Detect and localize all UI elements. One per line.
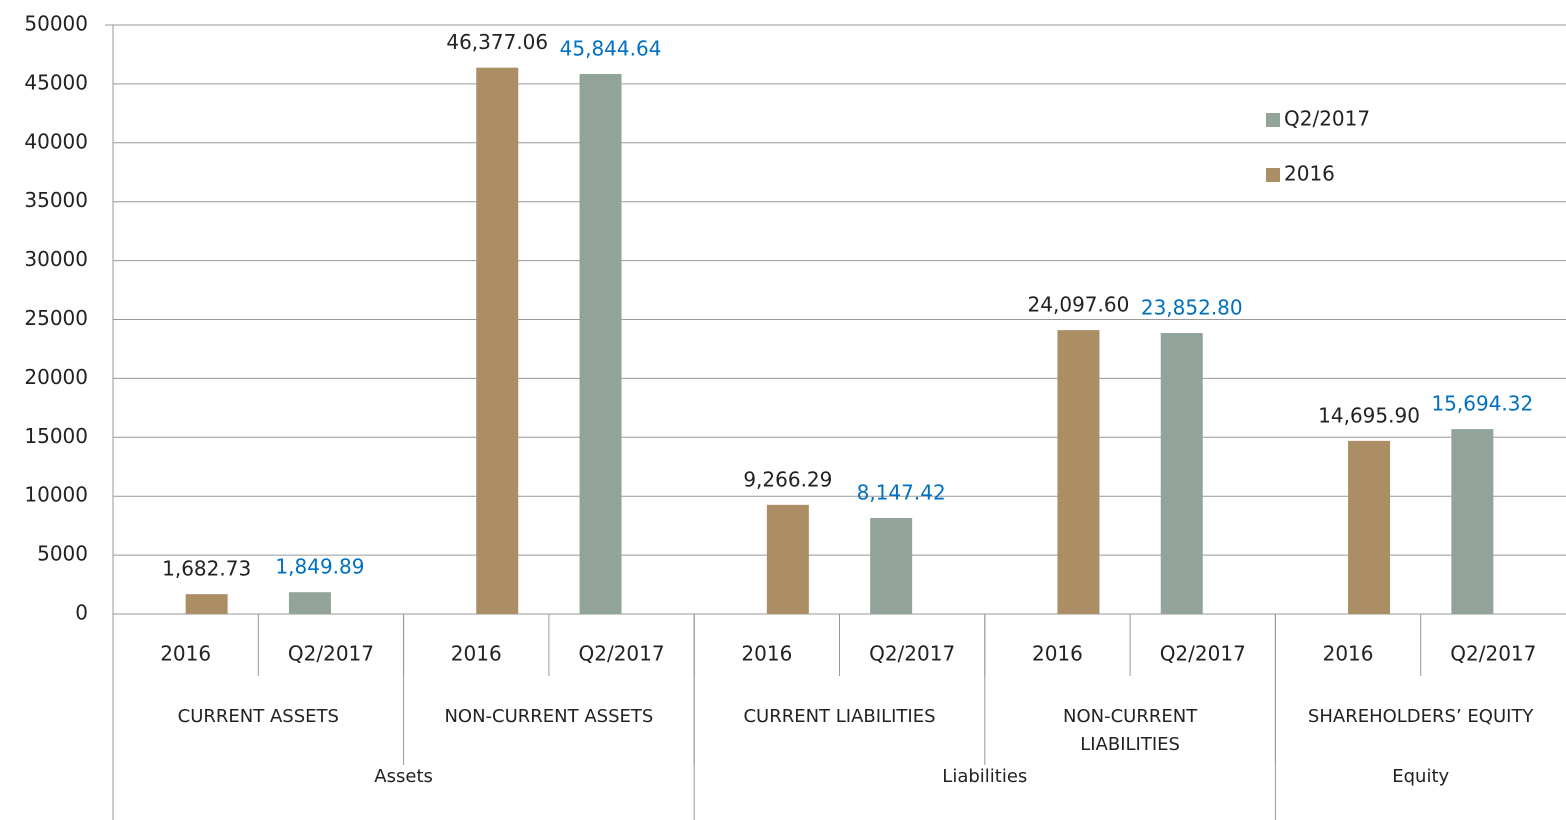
y-tick-label: 25000 [24,306,88,330]
x-tick-label: Q2/2017 [288,642,374,666]
supergroup-label: Assets [374,766,433,787]
y-tick-label: 15000 [24,424,88,448]
bar [1451,429,1494,614]
y-tick-label: 10000 [24,483,88,507]
x-tick-label: Q2/2017 [1450,642,1536,666]
bar [288,592,331,614]
bar [766,504,809,614]
legend-swatch [1266,168,1280,182]
group-label: NON-CURRENT LIABILITIES [1063,706,1198,755]
x-tick-label: 2016 [160,642,211,666]
bar [185,594,228,614]
bar [579,73,622,615]
y-tick-label: 30000 [24,247,88,271]
group-label: CURRENT ASSETS [177,706,339,727]
x-tick-label: Q2/2017 [869,642,955,666]
y-tick-label: 50000 [24,12,88,36]
bar [1348,440,1391,614]
data-label: 15,694.32 [1431,392,1533,416]
bar [1160,333,1203,614]
x-tick-label: Q2/2017 [578,642,664,666]
y-tick-label: 20000 [24,365,88,389]
bar [870,518,913,614]
data-label: 1,849.89 [275,555,364,579]
x-tick-label: 2016 [1323,642,1374,666]
data-label: 23,852.80 [1141,296,1243,320]
data-label: 9,266.29 [743,467,832,491]
legend-swatch [1266,113,1280,127]
group-label: CURRENT LIABILITIES [743,706,936,727]
y-tick-label: 40000 [24,129,88,153]
data-label: 46,377.06 [446,30,548,54]
x-tick-label: Q2/2017 [1160,642,1246,666]
data-label: 24,097.60 [1028,293,1130,317]
data-label: 45,844.64 [560,36,662,60]
group-label: NON-CURRENT ASSETS [444,706,654,727]
supergroup-label: Liabilities [942,766,1027,787]
y-tick-label: 0 [75,601,88,625]
data-label: 8,147.42 [857,481,946,505]
x-tick-label: 2016 [451,642,502,666]
supergroup-label: Equity [1392,766,1449,787]
legend-label: Q2/2017 [1284,107,1370,131]
x-tick-label: 2016 [1032,642,1083,666]
data-label: 1,682.73 [162,557,251,581]
legend-label: 2016 [1284,162,1335,186]
y-tick-label: 35000 [24,188,88,212]
x-tick-label: 2016 [741,642,792,666]
bar [1057,330,1100,614]
bar [476,67,519,615]
y-tick-label: 45000 [24,70,88,94]
y-tick-label: 5000 [37,542,88,566]
group-label: SHAREHOLDERS’ EQUITY [1307,706,1534,727]
data-label: 14,695.90 [1318,403,1420,427]
